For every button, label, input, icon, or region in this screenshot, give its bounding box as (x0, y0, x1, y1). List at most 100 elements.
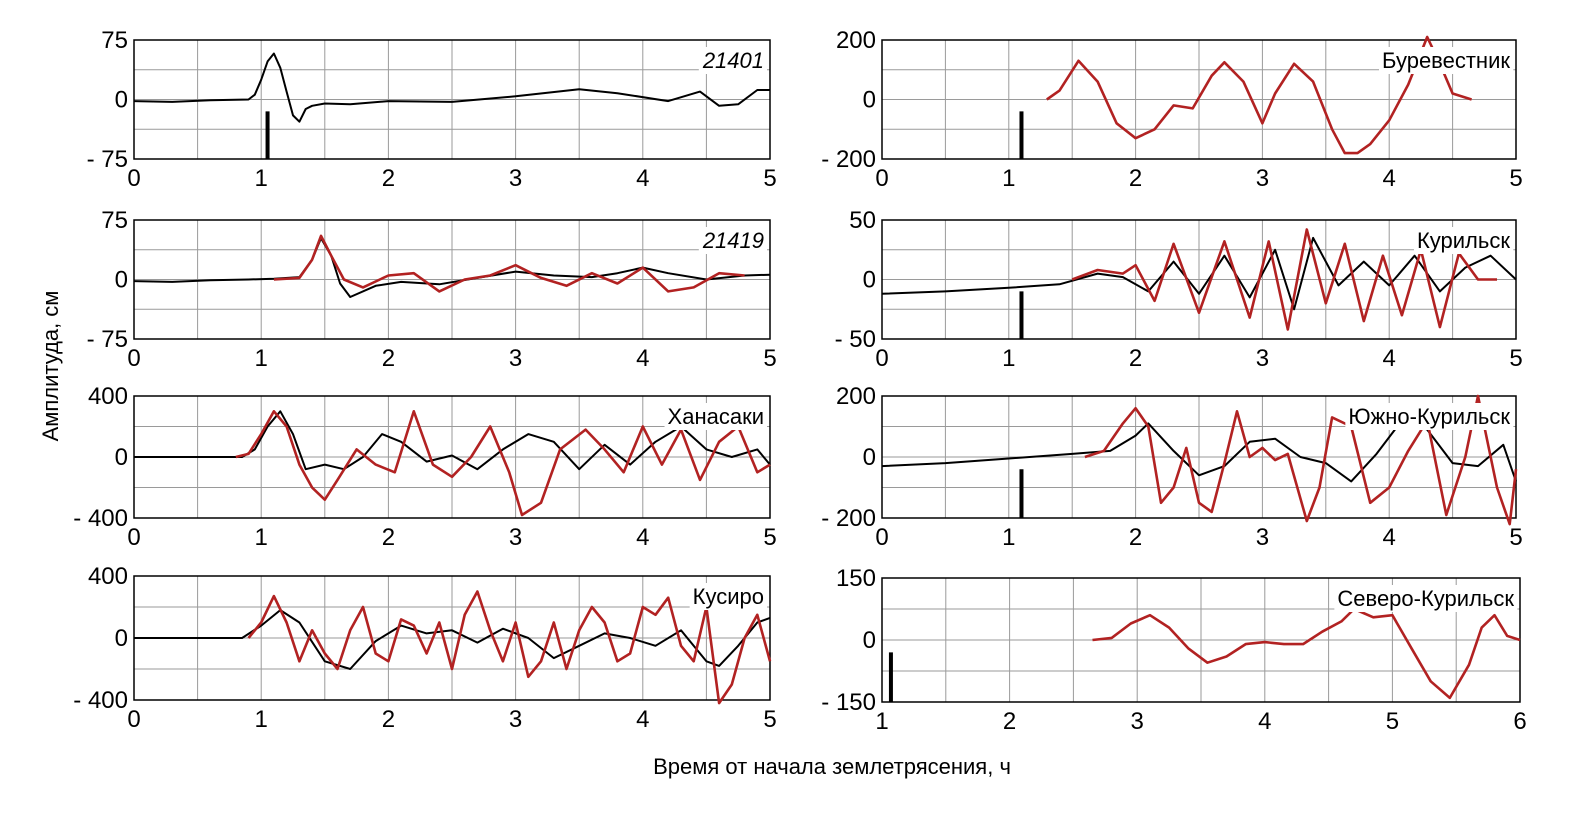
station-label-background (664, 403, 767, 430)
observed-series-line (134, 609, 771, 670)
y-tick-label: 0 (863, 627, 876, 654)
x-tick-label: 4 (1383, 165, 1396, 192)
observed-series-line (133, 52, 770, 123)
station-label-background (689, 583, 767, 610)
y-tick-label: - 200 (821, 505, 876, 532)
y-tick-label: - 150 (821, 689, 876, 716)
x-tick-label: 3 (1256, 165, 1269, 192)
y-tick-label: 400 (88, 383, 128, 410)
y-tick-label: - 75 (87, 326, 128, 353)
y-tick-label: 0 (115, 87, 128, 114)
y-tick-label: 75 (101, 27, 128, 54)
y-axis-title: Амплитуда, см (38, 291, 63, 442)
observed-series-line (134, 410, 771, 471)
x-tick-label: 4 (636, 165, 649, 192)
x-tick-label: 5 (763, 345, 776, 372)
x-tick-label: 2 (1003, 708, 1016, 735)
x-tick-label: 0 (875, 524, 888, 551)
modeled-series-line (1092, 607, 1521, 700)
station-label: Курильск (1417, 228, 1510, 253)
x-tick-label: 6 (1513, 708, 1526, 735)
x-tick-label: 0 (127, 345, 140, 372)
y-tick-label: 0 (863, 87, 876, 114)
x-tick-label: 5 (1509, 345, 1522, 372)
station-label: 21419 (702, 228, 764, 253)
x-tick-label: 3 (1131, 708, 1144, 735)
y-tick-label: - 400 (73, 505, 128, 532)
x-tick-label: 2 (382, 345, 395, 372)
modeled-series-line (235, 409, 771, 517)
y-tick-label: 50 (849, 207, 876, 234)
x-tick-label: 2 (382, 706, 395, 733)
plot-frame (881, 395, 1517, 519)
x-tick-label: 5 (763, 524, 776, 551)
x-tick-label: 4 (1383, 345, 1396, 372)
x-tick-label: 0 (875, 165, 888, 192)
station-label-background (698, 47, 767, 74)
x-tick-label: 5 (763, 706, 776, 733)
station-label: 21401 (702, 48, 764, 73)
station-label-background (1413, 227, 1514, 254)
modeled-series-line (1071, 228, 1497, 331)
x-tick-label: 2 (1129, 165, 1142, 192)
y-tick-label: 0 (115, 444, 128, 471)
x-tick-label: 4 (1258, 708, 1271, 735)
x-tick-label: 0 (127, 524, 140, 551)
x-tick-label: 0 (127, 165, 140, 192)
station-label: Ханасаки (668, 404, 764, 429)
station-label-background (1379, 47, 1514, 74)
x-tick-label: 4 (636, 345, 649, 372)
x-tick-label: 1 (255, 706, 268, 733)
station-label-background (1334, 585, 1518, 612)
x-tick-label: 5 (1509, 165, 1522, 192)
x-tick-label: 5 (1386, 708, 1399, 735)
x-tick-label: 3 (509, 524, 522, 551)
x-tick-label: 1 (875, 708, 888, 735)
station-label: Северо-Курильск (1337, 586, 1514, 611)
x-tick-label: 0 (875, 345, 888, 372)
x-tick-label: 1 (1002, 524, 1015, 551)
x-tick-label: 3 (1256, 345, 1269, 372)
observed-series-line (133, 237, 771, 298)
y-tick-label: - 50 (835, 326, 876, 353)
station-label: Буревестник (1382, 48, 1510, 73)
y-tick-label: 150 (836, 565, 876, 592)
chart-panel: 1 2 3 4 5 6 150 0 - 150 Северо-Курильск (821, 565, 1526, 735)
x-tick-label: 2 (382, 524, 395, 551)
x-tick-label: 1 (1002, 345, 1015, 372)
station-label-background (698, 227, 767, 254)
x-tick-label: 5 (1509, 524, 1522, 551)
y-tick-label: - 75 (87, 146, 128, 173)
x-tick-label: 3 (1256, 524, 1269, 551)
y-tick-label: 0 (115, 267, 128, 294)
x-tick-label: 3 (509, 706, 522, 733)
x-tick-label: 1 (255, 165, 268, 192)
x-tick-label: 3 (509, 345, 522, 372)
modeled-series-line (1046, 35, 1472, 155)
modeled-series-line (247, 590, 772, 705)
observed-series-line (881, 419, 1517, 483)
y-tick-label: 200 (836, 383, 876, 410)
x-tick-label: 2 (382, 165, 395, 192)
plot-frame (881, 39, 1517, 160)
x-axis-title: Время от начала землетрясения, ч (653, 754, 1011, 779)
x-tick-label: 1 (1002, 165, 1015, 192)
station-label: Южно-Курильск (1348, 404, 1510, 429)
y-tick-label: 0 (115, 625, 128, 652)
y-tick-label: 400 (88, 563, 128, 590)
station-label: Кусиро (693, 584, 764, 609)
x-tick-label: 5 (763, 165, 776, 192)
y-tick-label: 0 (863, 267, 876, 294)
x-tick-label: 0 (127, 706, 140, 733)
y-tick-label: 200 (836, 27, 876, 54)
x-tick-label: 4 (636, 706, 649, 733)
x-tick-label: 1 (255, 345, 268, 372)
x-tick-label: 4 (636, 524, 649, 551)
y-tick-label: - 200 (821, 146, 876, 173)
plot-frame (133, 39, 771, 160)
